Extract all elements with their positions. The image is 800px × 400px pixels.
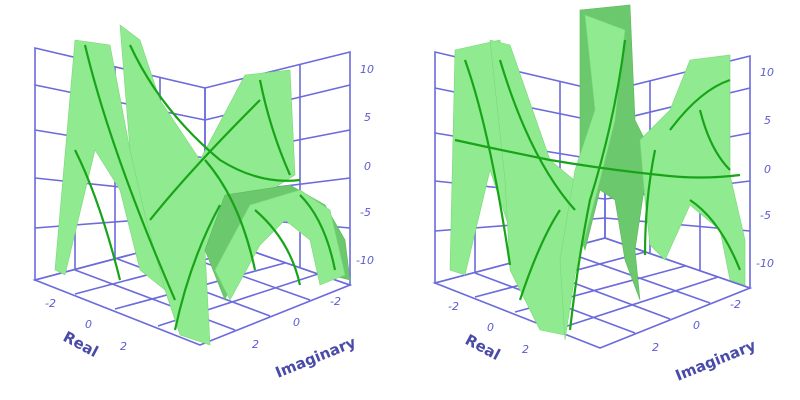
z-tick: -10: [356, 254, 374, 267]
imaginary-axis-ticks: -2 0 2: [652, 298, 741, 354]
real-tick: 2: [120, 340, 127, 353]
imag-tick: 2: [652, 341, 659, 354]
z-tick: 5: [364, 111, 371, 124]
imag-tick: 0: [293, 316, 300, 329]
z-tick: -5: [360, 206, 371, 219]
z-tick: 0: [364, 160, 371, 173]
z-axis-ticks: 10 5 0 -5 -10: [756, 66, 774, 270]
z-axis-ticks: 10 5 0 -5 -10: [356, 63, 374, 267]
imag-tick: 0: [693, 319, 700, 332]
z-tick: 10: [360, 63, 374, 76]
real-axis-ticks: -2 0 2: [448, 300, 529, 356]
contour-lines: [74, 44, 337, 331]
real-axis-label: Real: [462, 331, 503, 364]
z-tick: 5: [764, 114, 771, 127]
z-tick: 10: [760, 66, 774, 79]
surface-plot-right: 10 5 0 -5 -10 -2 0 2 -2 0 2 Real Imagina…: [400, 0, 800, 400]
contour-lines: [454, 39, 742, 331]
imag-tick: -2: [730, 298, 741, 311]
real-tick: 0: [85, 318, 92, 331]
real-tick: -2: [45, 297, 56, 310]
z-tick: -10: [756, 257, 774, 270]
z-tick: 0: [764, 163, 771, 176]
imaginary-axis-ticks: -2 0 2: [252, 295, 341, 351]
real-tick: 2: [522, 343, 529, 356]
imag-tick: 2: [252, 338, 259, 351]
real-axis-ticks: -2 0 2: [45, 297, 127, 353]
surface-plot-left: 10 5 0 -5 -10 -2 0 2 -2 0 2 Real Imagina…: [32, 24, 374, 382]
imaginary-axis-label: Imaginary: [273, 333, 359, 382]
real-tick: -2: [448, 300, 459, 313]
imag-tick: -2: [330, 295, 341, 308]
plot-canvas-left: 10 5 0 -5 -10 -2 0 2 -2 0 2 Real Imagina…: [32, 24, 374, 382]
z-tick: -5: [760, 209, 771, 222]
real-axis-label: Real: [60, 328, 101, 361]
imaginary-axis-label: Imaginary: [673, 336, 759, 385]
plot-canvas-right: 10 5 0 -5 -10 -2 0 2 -2 0 2 Real Imagina…: [432, 4, 774, 385]
real-tick: 0: [487, 321, 494, 334]
